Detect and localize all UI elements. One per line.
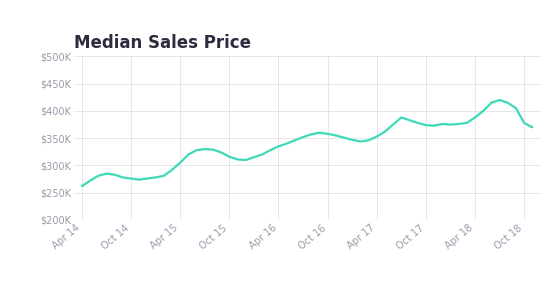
Text: Median Sales Price: Median Sales Price — [74, 34, 251, 52]
